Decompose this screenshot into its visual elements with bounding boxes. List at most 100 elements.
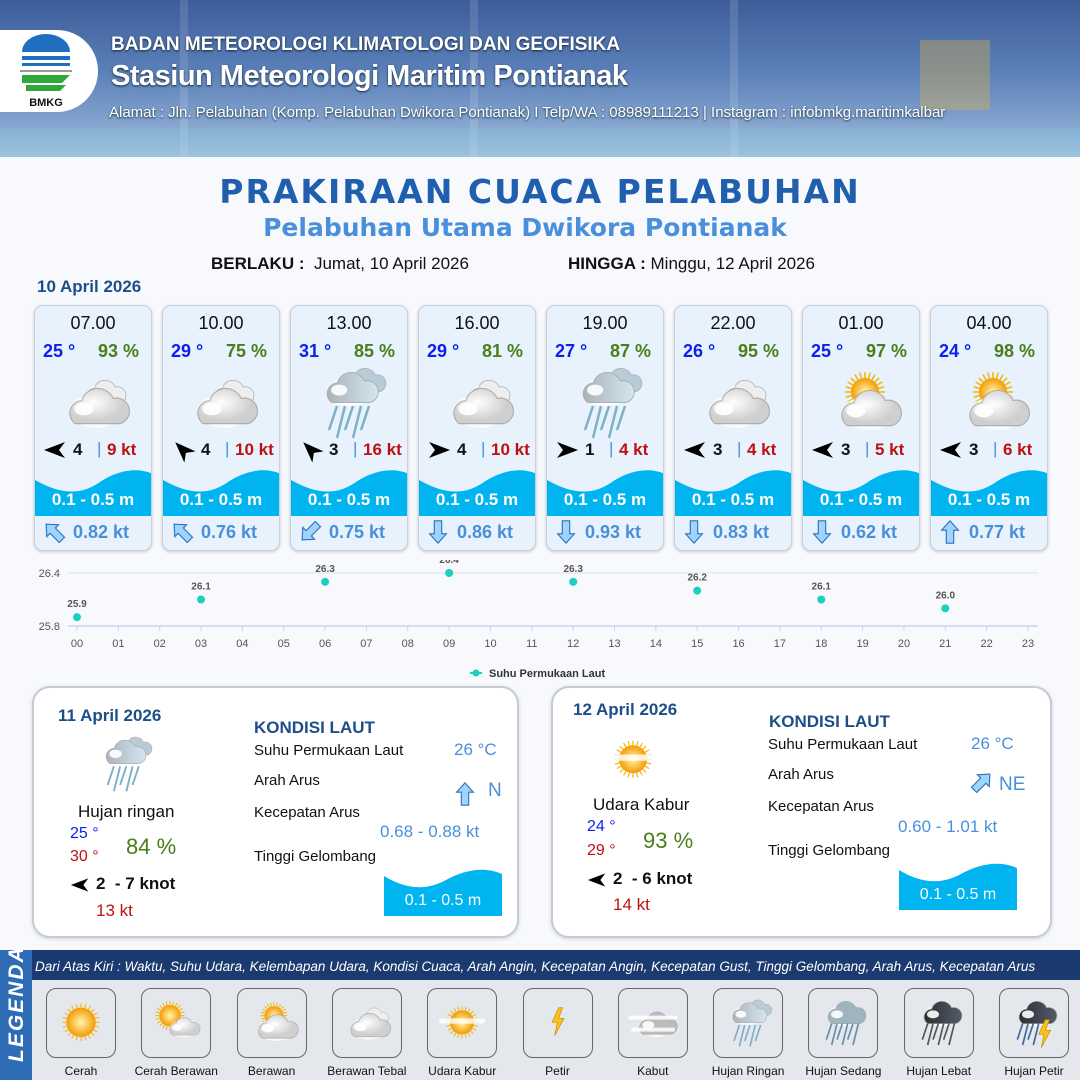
page-subtitle: Pelabuhan Utama Dwikora Pontianak: [263, 213, 787, 242]
x-tick-label: 00: [71, 638, 83, 650]
forecast-time: 10.00: [198, 313, 244, 333]
weather-berawan-tebal-icon: [689, 362, 779, 444]
wind-direction-arrow-icon: [43, 438, 67, 462]
current-direction-arrow-icon: [937, 518, 963, 546]
x-tick-label: 17: [774, 638, 786, 650]
panel-date: 11 April 2026: [58, 706, 162, 725]
wind-speed: 3: [713, 440, 723, 459]
current-direction-label: Arah Arus: [768, 766, 834, 783]
current-speed-label: Kecepatan Arus: [254, 804, 360, 821]
current-direction-arrow-icon: [297, 518, 323, 546]
current-speed: 0.86 kt: [457, 522, 514, 542]
x-tick-label: 14: [650, 638, 662, 650]
valid-from-value: Jumat, 10 April 2026: [313, 254, 469, 273]
legend-item-label: Cerah Berawan: [134, 1064, 218, 1078]
humidity: 85 %: [353, 341, 395, 361]
legend-item-label: Petir: [545, 1064, 570, 1078]
x-tick-label: 23: [1022, 638, 1034, 650]
gust-speed: 9 kt: [107, 440, 137, 459]
x-tick-label: 19: [856, 638, 868, 650]
current-direction-arrow-icon: [169, 518, 195, 546]
y-tick-label: 25.8: [39, 621, 60, 633]
sst-data-label: 26.4: [439, 560, 459, 566]
wind-speed: 4: [73, 440, 83, 459]
station-address: Alamat : Jln. Pelabuhan (Komp. Pelabuhan…: [109, 104, 946, 121]
temp-min: 25 °: [70, 825, 99, 842]
current-direction-arrow-icon: [681, 518, 707, 546]
wind-speed: 4: [457, 440, 467, 459]
agency-name: BADAN METEOROLOGI KLIMATOLOGI DAN GEOFIS…: [111, 34, 621, 55]
bmkg-logo: BMKG: [0, 30, 98, 112]
sst-point: [445, 569, 454, 577]
sst-data-label: 25.9: [67, 599, 87, 610]
x-tick-label: 05: [278, 638, 290, 650]
humidity: 87 %: [609, 341, 651, 361]
separator: |: [225, 439, 230, 458]
forecast-card-10.00: 10.00 29 ° 75 % 4 | 10 kt 0.1 - 0.5 m 0.76…: [162, 305, 280, 551]
forecast-time: 07.00: [70, 313, 116, 333]
x-tick-label: 02: [154, 638, 166, 650]
wind-speed: 4: [201, 440, 211, 459]
wind-row: 3 | 5 kt: [809, 438, 917, 462]
valid-to-label: HINGGA :: [568, 254, 646, 273]
x-tick-label: 18: [815, 638, 827, 650]
forecast-card-07.00: 07.00 25 ° 93 % 4 | 9 kt 0.1 - 0.5 m 0.82 …: [34, 305, 152, 551]
gust-speed: 14 kt: [613, 895, 650, 914]
wind-speed-range: 2 - 6 knot: [613, 869, 693, 888]
weather-berawan-tebal-icon: [49, 362, 139, 444]
current-speed-value: 0.68 - 0.88 kt: [380, 822, 480, 841]
legend-cerah-berawan-icon: [141, 988, 212, 1058]
forecast-card-22.00: 22.00 26 ° 95 % 3 | 4 kt 0.1 - 0.5 m 0.83 …: [674, 305, 792, 551]
current-direction-arrow-icon: [553, 518, 579, 546]
wave-height-label: Tinggi Gelombang: [254, 848, 377, 865]
temp-min: 24 °: [587, 818, 616, 835]
legend-item-label: Berawan: [247, 1064, 296, 1078]
gust-speed: 5 kt: [875, 440, 905, 459]
forecast-card-13.00: 13.00 31 ° 85 % 3 | 16 kt 0.1 - 0.5 m 0.75…: [290, 305, 408, 551]
wave-height: 0.1 - 0.5 m: [947, 490, 1031, 509]
x-tick-label: 15: [691, 638, 703, 650]
x-tick-label: 07: [360, 638, 372, 650]
forecast-card-16.00: 16.00 29 ° 81 % 4 | 10 kt 0.1 - 0.5 m 0.86…: [418, 305, 536, 551]
sst-data-label: 26.3: [315, 564, 335, 575]
x-tick-label: 12: [567, 638, 579, 650]
panel-date: 12 April 2026: [573, 700, 678, 719]
x-tick-label: 03: [195, 638, 207, 650]
legend-udara-kabur-icon: [427, 988, 498, 1058]
wave-graphic: [547, 464, 663, 516]
sst-point: [693, 586, 702, 595]
current-speed: 0.83 kt: [713, 522, 770, 542]
separator: |: [97, 439, 102, 458]
legend-description: Dari Atas Kiri : Waktu, Suhu Udara, Kele…: [32, 950, 1080, 980]
sst-point: [321, 577, 330, 586]
wave-height: 0.1 - 0.5 m: [563, 490, 647, 509]
weather-hujan-ringan-icon: [305, 362, 395, 444]
air-temperature: 29 °: [171, 341, 204, 361]
current-direction-value: NE: [999, 774, 1026, 795]
gust-speed: 10 kt: [235, 440, 274, 459]
sst-data-label: 26.2: [687, 573, 707, 584]
current-direction-label: Arah Arus: [254, 772, 320, 789]
current-direction-value: N: [488, 780, 502, 801]
sst-value: 26 °C: [454, 740, 497, 759]
wave-height: 0.1 - 0.5 m: [435, 490, 519, 509]
sea-condition-title: KONDISI LAUT: [254, 718, 375, 737]
legend-item-label: Udara Kabur: [428, 1064, 497, 1078]
wave-graphic: [675, 464, 791, 516]
wave-graphic: [163, 464, 279, 516]
wind-speed: 3: [969, 440, 979, 459]
x-tick-label: 06: [319, 638, 331, 650]
current-speed-label: Kecepatan Arus: [768, 798, 874, 815]
sea-condition-title: KONDISI LAUT: [769, 712, 890, 731]
wave-height: 0.1 - 0.5 m: [51, 490, 135, 509]
station-name: Stasiun Meteorologi Maritim Pontianak: [111, 60, 628, 92]
x-tick-label: 13: [608, 638, 620, 650]
x-tick-label: 10: [484, 638, 496, 650]
wind-row: 4 | 10 kt: [425, 438, 533, 462]
sst-chart: 25.8 26.4 00 01 02 03 04 05 06 07 08 09 10 11 12 13 14 15…: [39, 560, 1038, 680]
wave-graphic: [419, 464, 535, 516]
wind-speed: 1: [585, 440, 595, 459]
separator: |: [609, 439, 614, 458]
current-speed: 0.77 kt: [969, 522, 1026, 542]
current-direction-arrow-icon: [969, 768, 995, 796]
